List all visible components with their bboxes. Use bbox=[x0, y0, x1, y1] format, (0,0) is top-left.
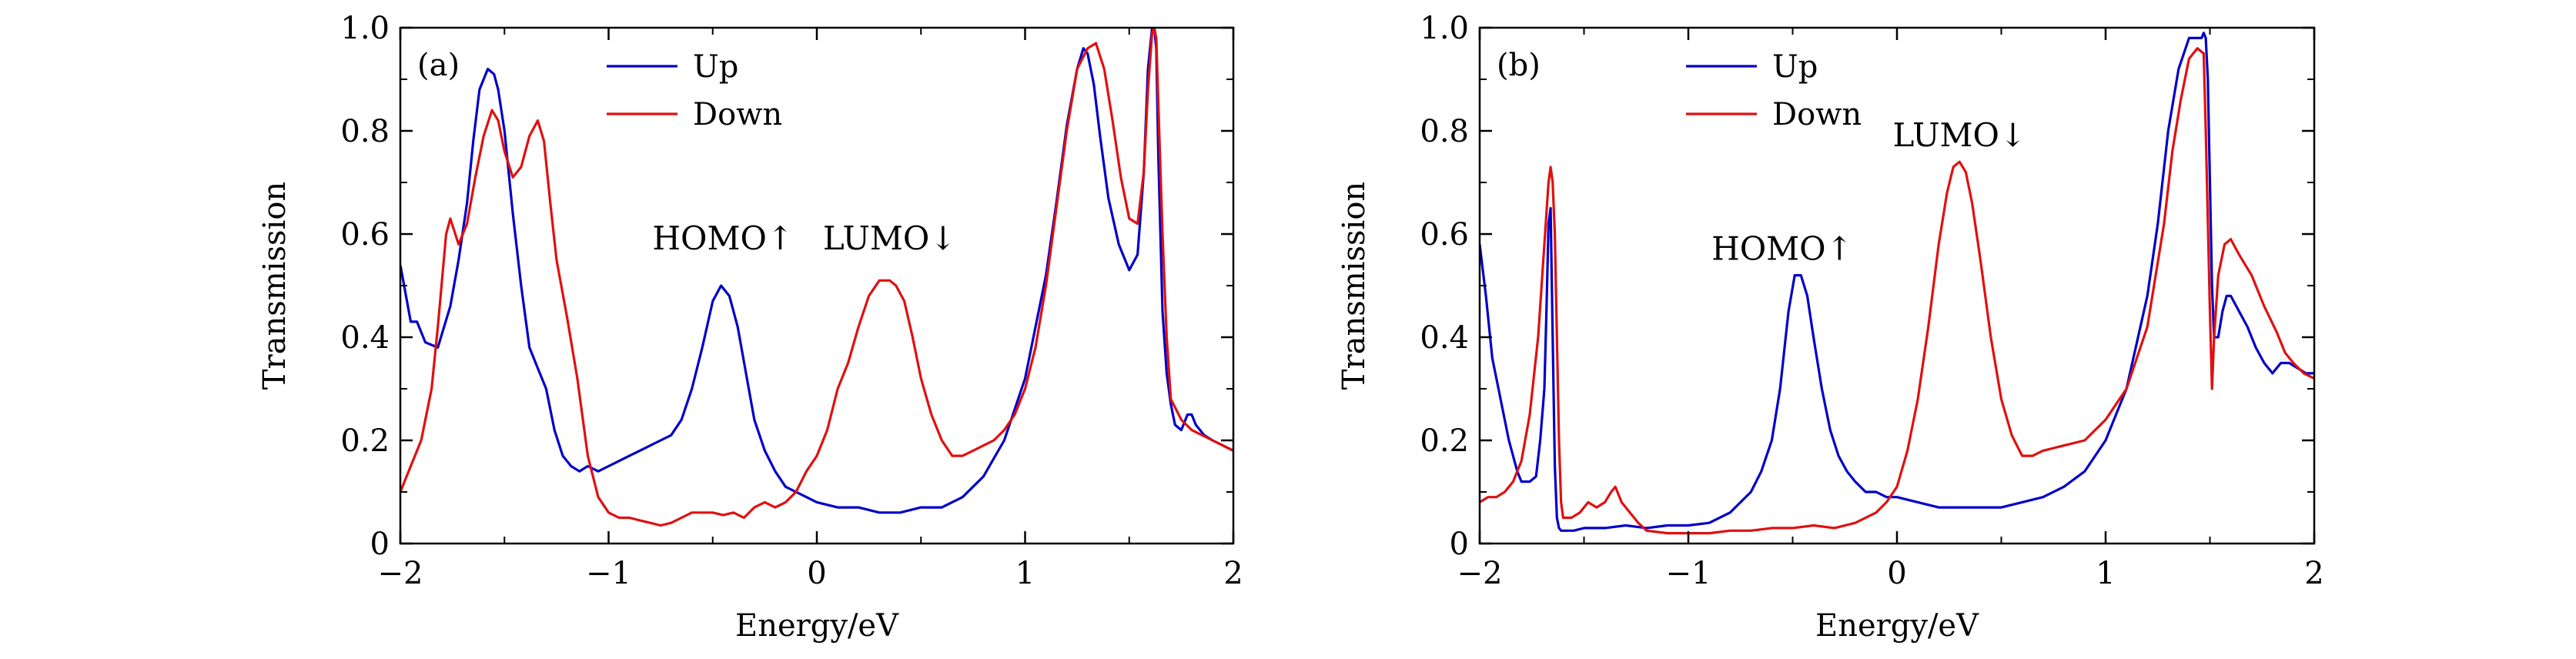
x-tick-label: 0 bbox=[1887, 556, 1906, 591]
chart-panel-a: −2 −1 0 1 2 0 0.2 0.4 0.6 0.8 1.0 Energy/eV Transmis… bbox=[257, 11, 1243, 644]
series-line-up bbox=[400, 28, 1233, 514]
y-tick-label: 0.8 bbox=[1420, 114, 1469, 149]
x-tick-label: 1 bbox=[1015, 556, 1035, 591]
legend-label-down: Down bbox=[1772, 97, 1862, 132]
annotation-label: LUMO↓ bbox=[823, 219, 957, 257]
chart-panel-b: −2 −1 0 1 2 0 0.2 0.4 0.6 0.8 1.0 Energy/eV Transmis… bbox=[1337, 11, 2324, 644]
x-tick-label: −2 bbox=[378, 556, 423, 591]
series-line-down bbox=[1480, 47, 2314, 535]
x-tick-label: 0 bbox=[807, 556, 826, 591]
x-axis-title: Energy/eV bbox=[735, 608, 899, 644]
series-line-down bbox=[400, 28, 1233, 527]
y-tick-label: 0.2 bbox=[340, 423, 390, 459]
y-tick-label: 0.6 bbox=[340, 217, 390, 253]
x-tick-label: −1 bbox=[586, 556, 631, 591]
y-tick-label: 1.0 bbox=[340, 11, 390, 46]
y-tick-label: 0 bbox=[1450, 527, 1469, 562]
annotation-label: HOMO↑ bbox=[1711, 230, 1853, 268]
panel-label: (b) bbox=[1497, 48, 1541, 83]
y-axis-title: Transmission bbox=[257, 182, 293, 390]
y-tick-label: 0.4 bbox=[340, 320, 390, 356]
x-axis-title: Energy/eV bbox=[1815, 608, 1979, 644]
y-tick-label: 0.2 bbox=[1420, 423, 1469, 459]
y-axis-title: Transmission bbox=[1337, 182, 1372, 390]
x-tick-label: 1 bbox=[2096, 556, 2115, 591]
annotation-label: LUMO↓ bbox=[1892, 116, 2026, 154]
annotation-label: HOMO↑ bbox=[652, 219, 794, 257]
y-tick-label: 0 bbox=[370, 527, 390, 562]
y-tick-label: 0.8 bbox=[340, 114, 390, 149]
legend-label-up: Up bbox=[1772, 49, 1818, 85]
x-tick-label: −2 bbox=[1457, 556, 1503, 591]
panel-label: (a) bbox=[417, 48, 460, 83]
plot-frame bbox=[399, 26, 1235, 545]
y-tick-label: 1.0 bbox=[1420, 11, 1469, 46]
x-tick-label: 2 bbox=[1223, 556, 1243, 591]
y-tick-label: 0.6 bbox=[1420, 217, 1469, 253]
legend-label-up: Up bbox=[693, 49, 738, 85]
x-tick-label: −1 bbox=[1666, 556, 1711, 591]
legend-label-down: Down bbox=[693, 97, 782, 132]
plot-frame bbox=[1478, 26, 2316, 545]
x-tick-label: 2 bbox=[2304, 556, 2323, 591]
y-tick-label: 0.4 bbox=[1420, 320, 1469, 356]
series-line-up bbox=[1480, 32, 2314, 532]
